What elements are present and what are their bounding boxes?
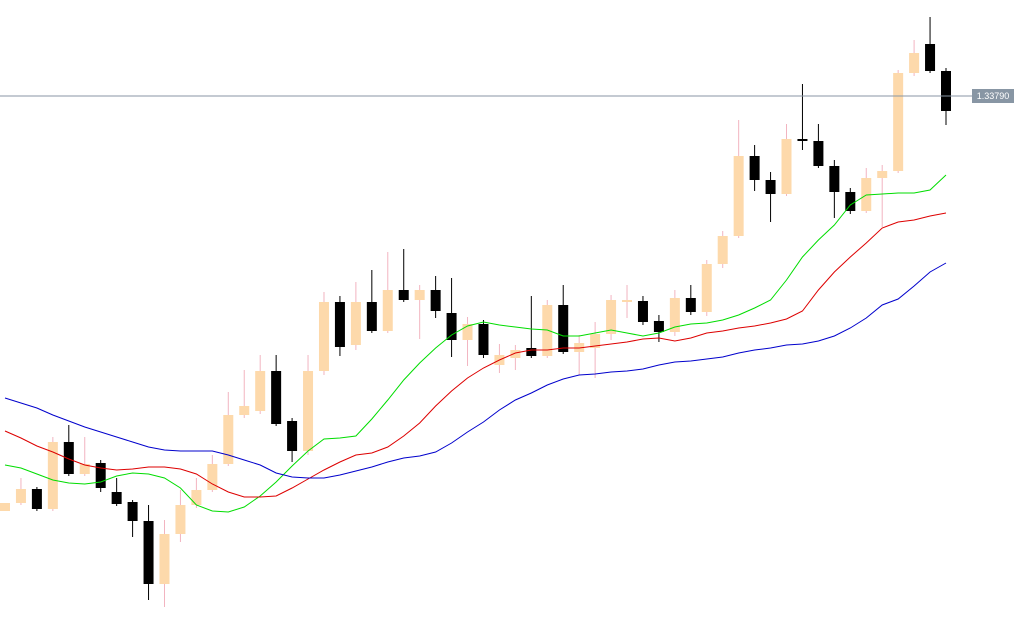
candle-body (637, 301, 648, 322)
candle-body (287, 421, 298, 451)
moving-average-line (4, 262, 947, 479)
candle-body (15, 489, 26, 503)
moving-average-line (4, 212, 947, 498)
candle-body (350, 302, 361, 345)
candle-body (829, 166, 840, 192)
candle-body (893, 73, 904, 171)
candle-body (845, 192, 856, 211)
candle-body (111, 492, 122, 504)
candle-body (733, 156, 744, 236)
candle-body (191, 490, 202, 505)
candle-body (749, 156, 760, 180)
candle-body (366, 302, 377, 331)
candle-body (414, 290, 425, 300)
candle-body (271, 371, 282, 424)
candle-body (941, 71, 951, 111)
candle-body (797, 139, 808, 141)
candle-body (701, 264, 712, 312)
candle-body (0, 503, 10, 511)
candle-body (143, 521, 154, 584)
candle-body (79, 464, 90, 474)
candle-body (318, 302, 329, 371)
candle-body (925, 44, 936, 71)
candle-body (622, 300, 633, 302)
moving-average-line (4, 174, 947, 513)
candle-body (239, 406, 250, 415)
candle-body (63, 442, 74, 474)
candle-body (95, 463, 106, 488)
candle-body (813, 141, 824, 166)
candle-body (781, 139, 792, 194)
candle-body (223, 415, 234, 464)
candle-body (446, 313, 457, 340)
price-label: 1.33790 (977, 91, 1010, 101)
candle-body (127, 502, 138, 521)
candle-body (558, 305, 569, 352)
candle-body (31, 489, 42, 509)
candle-body (526, 348, 537, 356)
candle-body (510, 350, 521, 358)
candle-body (590, 334, 601, 348)
candle-body (303, 371, 314, 451)
candle-body (909, 53, 920, 73)
candle-body (175, 505, 186, 534)
candle-body (462, 324, 473, 340)
candle-body (430, 290, 441, 311)
candle-body (877, 171, 888, 178)
candle-body (606, 300, 617, 334)
candle-body (255, 371, 266, 411)
candle-body (47, 442, 58, 509)
candle-body (653, 321, 664, 332)
candle-body (478, 324, 489, 355)
candle-body (669, 298, 680, 332)
candle-body (382, 290, 393, 331)
candle-body (685, 298, 696, 312)
candle-body (717, 236, 728, 264)
candle-body (159, 534, 170, 584)
candle-body (334, 302, 345, 347)
candle-body (398, 290, 409, 300)
candle-body (207, 464, 218, 490)
candle-body (765, 180, 776, 194)
price-label-box (972, 89, 1014, 103)
